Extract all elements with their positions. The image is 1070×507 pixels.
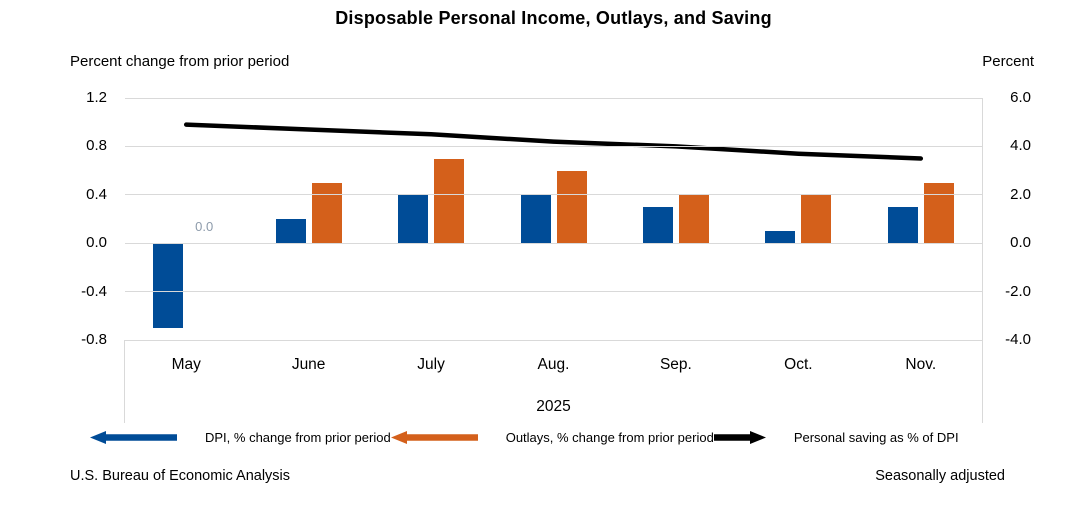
outlays-bar-july — [434, 158, 465, 244]
left-axis-line — [124, 340, 125, 423]
legend-label: Personal saving as % of DPI — [793, 430, 959, 445]
outlays-bar-oct — [801, 194, 832, 244]
dpi-bar-june — [275, 219, 306, 244]
left-arrow-icon — [390, 431, 478, 444]
seasonally-adjusted-note: Seasonally adjusted — [875, 468, 1005, 484]
right-axis-tick-label: 6.0 — [1010, 89, 1031, 106]
left-arrow-icon — [90, 431, 177, 444]
x-axis-label-nov: Nov. — [905, 356, 937, 373]
chart-title: Disposable Personal Income, Outlays, and… — [335, 8, 772, 28]
dpi-bar-aug — [520, 194, 551, 244]
right-axis-tick-label: 4.0 — [1010, 137, 1031, 155]
legend-item-saving: Personal saving as % of DPI — [713, 430, 959, 445]
right-axis-tick-label: 2.0 — [1010, 185, 1031, 203]
left-axis-tick-label: 0.4 — [86, 185, 107, 203]
legend-item-dpi: DPI, % change from prior period — [90, 430, 391, 445]
x-axis-label-july: July — [417, 356, 445, 373]
gridline — [125, 145, 982, 147]
x-axis-year-label: 2025 — [536, 398, 571, 415]
outlays-bar-sep — [678, 194, 709, 244]
left-axis-tick-label: -0.4 — [81, 282, 107, 300]
left-axis-header: Percent change from prior period — [70, 53, 290, 70]
gridline — [125, 339, 982, 341]
gridline — [125, 291, 982, 293]
right-axis-tick-label: 0.0 — [1010, 234, 1031, 252]
left-axis-tick-label: 0.0 — [86, 234, 107, 252]
left-axis-tick-label: -0.8 — [81, 331, 107, 348]
legend-label: Outlays, % change from prior period — [505, 430, 714, 445]
saving-line — [183, 122, 924, 161]
right-axis-line — [982, 98, 983, 423]
left-axis-tick-label: 0.8 — [86, 137, 107, 155]
gridline — [125, 242, 982, 244]
x-axis-label-aug: Aug. — [537, 356, 570, 373]
dpi-bar-oct — [765, 231, 796, 244]
legend-item-outlays: Outlays, % change from prior period — [390, 430, 714, 445]
source-text: U.S. Bureau of Economic Analysis — [70, 468, 291, 484]
outlays-bar-aug — [556, 170, 587, 244]
gridline — [125, 194, 982, 196]
x-axis-label-oct: Oct. — [784, 356, 813, 373]
right-axis-tick-label: -2.0 — [1005, 282, 1031, 300]
legend: DPI, % change from prior period Outlays, … — [90, 430, 959, 445]
x-axis-label-june: June — [291, 356, 326, 373]
right-arrow-icon — [713, 431, 766, 444]
gridline — [125, 97, 982, 99]
left-axis-tick-label: 1.2 — [86, 89, 107, 106]
right-axis-header: Percent — [982, 53, 1034, 70]
outlays-bar-june — [311, 182, 342, 244]
dpi-bar-may — [153, 243, 184, 328]
dpi-bar-july — [398, 194, 429, 244]
plot-area: 0.0 — [125, 98, 982, 340]
legend-label: DPI, % change from prior period — [205, 430, 391, 445]
outlays-bar-nov — [923, 182, 954, 244]
x-axis-label-may: May — [171, 356, 201, 373]
x-axis-label-sep: Sep. — [659, 356, 692, 373]
dpi-bar-nov — [887, 206, 918, 244]
zero-value-label: 0.0 — [195, 219, 214, 235]
dpi-bar-sep — [642, 206, 673, 244]
right-axis-tick-label: -4.0 — [1005, 331, 1031, 348]
